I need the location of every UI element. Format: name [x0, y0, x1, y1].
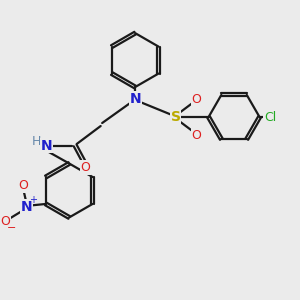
Text: +: +	[29, 195, 37, 206]
Text: O: O	[192, 128, 202, 142]
Text: O: O	[81, 161, 91, 174]
Text: O: O	[192, 92, 202, 106]
Text: −: −	[7, 223, 16, 233]
Text: H: H	[32, 135, 41, 148]
Text: O: O	[18, 179, 28, 193]
Text: N: N	[20, 200, 32, 214]
Text: N: N	[41, 139, 52, 152]
Text: N: N	[129, 92, 141, 106]
Text: Cl: Cl	[264, 110, 276, 124]
Text: O: O	[0, 215, 10, 228]
Text: S: S	[171, 110, 181, 124]
